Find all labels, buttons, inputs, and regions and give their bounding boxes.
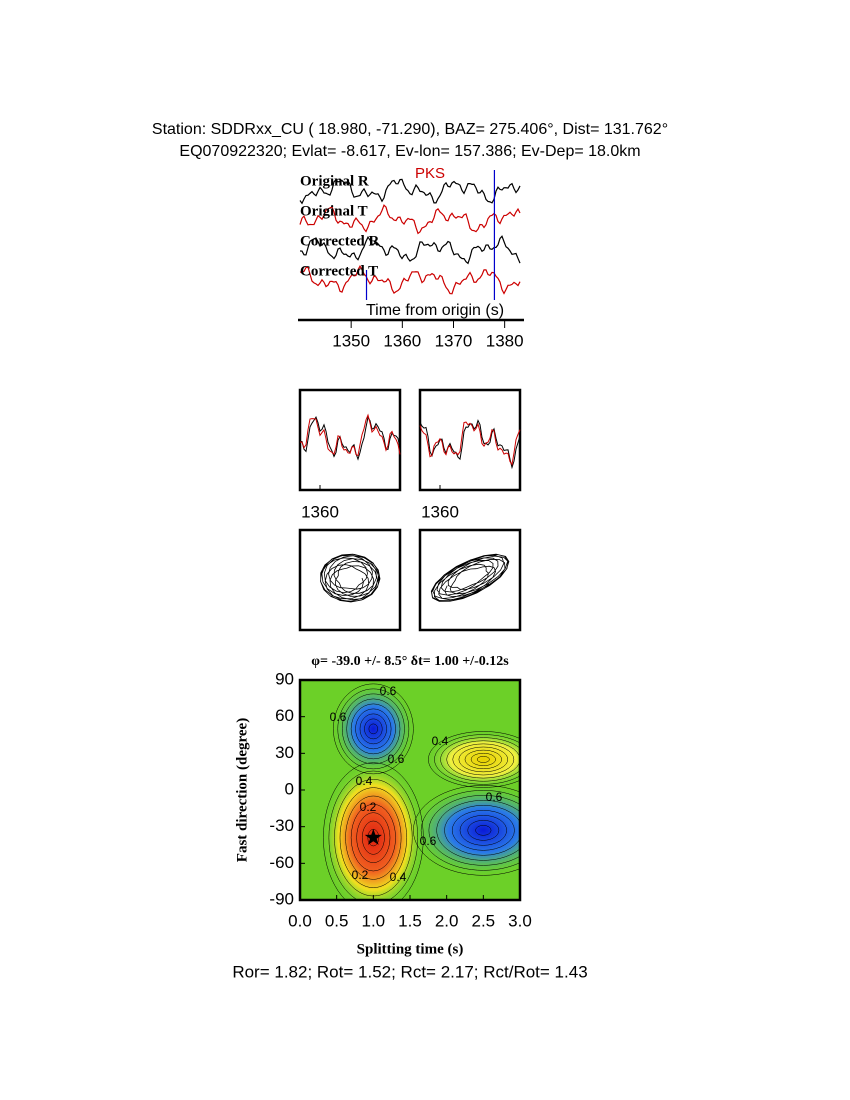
waveform-trace	[299, 204, 521, 235]
particle-motion	[320, 553, 381, 603]
y-tick-label: -60	[269, 853, 294, 872]
contour-line	[345, 795, 402, 880]
contour-line	[436, 800, 520, 861]
x-tick-label: 3.0	[508, 911, 532, 930]
contour-label: 0.6	[420, 834, 437, 848]
x-tick-label: 1360	[383, 331, 421, 350]
contour-label: 0.6	[486, 790, 503, 804]
contour-line	[361, 820, 385, 855]
contour-line	[428, 795, 520, 866]
header-station: Station: SDDRxx_CU ( 18.980, -71.290), B…	[152, 121, 668, 138]
x-tick-label: 1380	[486, 331, 524, 350]
contour-label: 0.6	[380, 684, 397, 698]
contour-line	[333, 683, 414, 775]
overlay-trace	[419, 421, 521, 466]
contour-label: 0.2	[352, 868, 369, 882]
y-axis-label: Fast direction (degree)	[234, 718, 250, 862]
contour-line	[459, 815, 507, 846]
contour-line	[475, 825, 492, 836]
x-tick-label: 0.0	[288, 911, 312, 930]
contour-line	[440, 737, 520, 782]
x-axis-label: Time from origin (s)	[366, 302, 504, 319]
y-tick-label: 90	[275, 669, 294, 688]
contour-label: 0.6	[330, 710, 347, 724]
contour-blob	[333, 683, 414, 774]
waveform-trace	[299, 235, 521, 265]
contour-line	[359, 713, 387, 745]
x-tick-label: 1350	[332, 331, 370, 350]
contour-line	[341, 693, 405, 765]
contour-line	[350, 804, 396, 872]
header-event: EQ070922320; Evlat= -8.617, Ev-lon= 157.…	[179, 143, 640, 160]
y-tick-label: 0	[285, 779, 294, 798]
overlay-frame	[298, 388, 402, 492]
contour-title: φ= -39.0 +/- 8.5° δt= 1.00 +/-0.12s	[311, 654, 509, 669]
overlay-trace	[299, 413, 401, 457]
x-tick-label: 2.5	[472, 911, 496, 930]
trace-label: Corrected R	[300, 233, 379, 249]
waveform-trace	[299, 178, 521, 205]
contour-line	[428, 731, 520, 788]
contour-line	[446, 740, 520, 779]
contour-line	[368, 723, 379, 735]
contour-line	[350, 703, 396, 755]
contour-line	[355, 708, 392, 750]
y-tick-label: 30	[275, 743, 294, 762]
contour-line	[470, 752, 496, 766]
x-tick-label: 1360	[301, 502, 339, 521]
x-tick-label: 1360	[421, 502, 459, 521]
y-tick-label: -90	[269, 889, 294, 908]
contour-label: 0.2	[360, 800, 377, 814]
x-tick-label: 1.5	[398, 911, 422, 930]
overlay-frame	[418, 388, 522, 492]
contour-line	[458, 746, 509, 773]
y-tick-label: -30	[269, 816, 294, 835]
waveform-trace	[299, 265, 521, 295]
trace-label: Corrected T	[300, 263, 378, 279]
x-tick-label: 2.0	[435, 911, 459, 930]
particle-motion	[430, 553, 510, 602]
contour-line	[323, 762, 424, 900]
trace-label: Original R	[300, 173, 369, 189]
x-tick-label: 1370	[435, 331, 473, 350]
contour-line	[451, 810, 515, 851]
x-tick-label: 1.0	[362, 911, 386, 930]
footer: Ror= 1.82; Rot= 1.52; Rct= 2.17; Rct/Rot…	[232, 962, 587, 981]
y-tick-label: 60	[275, 706, 294, 725]
contour-line	[444, 805, 520, 856]
contour-line	[434, 734, 520, 785]
particle-frame	[298, 528, 402, 632]
contour-line	[339, 787, 407, 888]
x-axis-label: Splitting time (s)	[357, 941, 464, 957]
phase-label: PKS	[415, 165, 445, 182]
contour-line	[476, 756, 490, 763]
contour-line	[413, 785, 520, 876]
contour-label: 0.4	[390, 870, 407, 884]
contour-label: 0.4	[432, 734, 449, 748]
contour-line	[346, 698, 401, 760]
trace-label: Original T	[300, 203, 368, 219]
contour-line	[337, 688, 410, 770]
contour-line	[356, 812, 391, 863]
contour-line	[452, 743, 515, 776]
contour-label: 0.6	[388, 752, 405, 766]
x-tick-label: 0.5	[325, 911, 349, 930]
contour-line	[464, 749, 502, 770]
contour-blob	[413, 785, 520, 876]
contour-line	[467, 820, 500, 841]
best-marker	[364, 828, 382, 845]
contour-line	[328, 770, 419, 900]
contour-line	[420, 790, 520, 871]
contour-line	[364, 718, 383, 740]
contour-label: 0.4	[356, 774, 373, 788]
particle-frame	[418, 528, 522, 632]
